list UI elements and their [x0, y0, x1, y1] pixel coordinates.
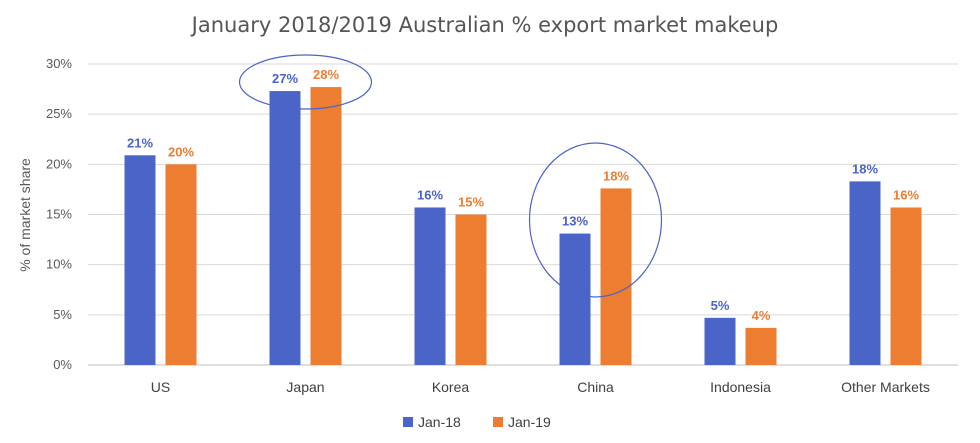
- bar-jan-19-japan: [310, 87, 342, 366]
- x-category-label: Korea: [432, 379, 470, 395]
- y-tick-label: 5%: [53, 307, 72, 322]
- y-axis-ticks: 0% 5% 10% 15% 20% 25% 30%: [46, 56, 72, 372]
- bar-jan-18-indonesia: [704, 317, 736, 365]
- bar-jan-18-japan: [269, 91, 301, 365]
- y-tick-label: 20%: [46, 156, 72, 171]
- bar-jan-18-us: [124, 155, 156, 365]
- x-category-label: Japan: [286, 379, 324, 395]
- data-label: 16%: [893, 187, 919, 202]
- y-tick-label: 30%: [46, 56, 72, 71]
- bar-jan-18-china: [559, 233, 591, 365]
- y-tick-label: 25%: [46, 106, 72, 121]
- x-category-label: Other Markets: [841, 379, 930, 395]
- x-category-label: US: [151, 379, 170, 395]
- bars: [124, 87, 922, 366]
- y-tick-label: 10%: [46, 257, 72, 272]
- data-label: 15%: [458, 195, 484, 210]
- data-label: 18%: [603, 168, 629, 183]
- highlight-ellipse-japan: [238, 54, 373, 110]
- annotations: [238, 54, 663, 298]
- data-label: 16%: [417, 187, 443, 202]
- data-labels: 21% 27% 16% 13% 5% 18% 20% 28% 15% 18% 4% 16%: [127, 67, 919, 323]
- bar-jan-18-other-markets: [849, 181, 881, 365]
- x-category-label: Indonesia: [710, 379, 771, 395]
- data-label: 28%: [313, 67, 339, 82]
- bar-jan-19-other-markets: [890, 207, 922, 365]
- data-label: 13%: [562, 214, 588, 229]
- bar-jan-19-us: [165, 164, 197, 365]
- y-axis-label: % of market share: [17, 158, 33, 272]
- chart-title: January 2018/2019 Australian % export ma…: [190, 13, 779, 37]
- legend: Jan-18 Jan-19: [403, 414, 551, 430]
- bar-jan-19-korea: [455, 214, 487, 365]
- bar-jan-19-china: [600, 188, 632, 365]
- bar-jan-19-indonesia: [745, 327, 777, 365]
- y-tick-label: 15%: [46, 207, 72, 222]
- data-label: 4%: [752, 308, 771, 323]
- legend-label: Jan-19: [508, 414, 551, 430]
- data-label: 5%: [711, 298, 730, 313]
- legend-label: Jan-18: [418, 414, 461, 430]
- data-label: 20%: [168, 144, 194, 159]
- bar-jan-18-korea: [414, 207, 446, 365]
- legend-swatch: [493, 417, 503, 427]
- highlight-ellipse-china: [528, 142, 663, 298]
- data-label: 21%: [127, 135, 153, 150]
- data-label: 18%: [852, 161, 878, 176]
- x-category-label: China: [577, 379, 614, 395]
- data-label: 27%: [272, 71, 298, 86]
- x-axis-categories: US Japan Korea China Indonesia Other Markets: [151, 379, 930, 395]
- legend-swatch: [403, 417, 413, 427]
- grid-lines: [88, 63, 958, 366]
- y-tick-label: 0%: [53, 357, 72, 372]
